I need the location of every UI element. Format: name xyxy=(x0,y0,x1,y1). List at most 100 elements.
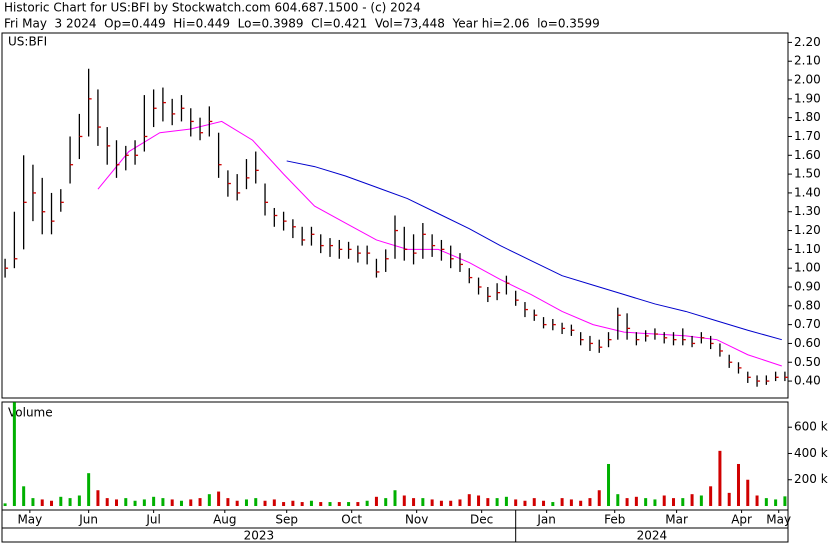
volume-bar xyxy=(124,498,128,506)
volume-bar xyxy=(709,486,713,506)
volume-bar xyxy=(514,499,518,506)
y-tick-label: 1.50 xyxy=(794,167,821,181)
volume-bar xyxy=(40,499,44,506)
volume-bar xyxy=(597,490,601,506)
volume-bar xyxy=(699,495,703,506)
volume-bar xyxy=(486,498,490,506)
volume-bar xyxy=(282,502,286,506)
volume-bar xyxy=(161,498,165,506)
volume-bar xyxy=(77,495,81,506)
x-tick-label: Dec xyxy=(470,513,493,527)
volume-bar xyxy=(22,486,26,506)
volume-bar xyxy=(634,496,638,506)
volume-bar xyxy=(235,500,239,506)
volume-bar xyxy=(560,498,564,506)
volume-bar xyxy=(523,500,527,506)
volume-bar xyxy=(328,502,332,506)
x-tick-label: Apr xyxy=(731,513,752,527)
y-tick-label: 1.10 xyxy=(794,242,821,256)
y-tick-label: 2.10 xyxy=(794,54,821,68)
volume-bar xyxy=(365,500,369,506)
volume-tick-label: 600 k xyxy=(794,420,828,434)
volume-bar xyxy=(467,494,471,506)
moving-average xyxy=(286,160,782,341)
volume-bar xyxy=(179,500,183,506)
volume-bar xyxy=(672,498,676,506)
y-tick-label: 1.30 xyxy=(794,204,821,218)
volume-bar xyxy=(152,496,156,506)
volume-bar xyxy=(532,498,536,506)
volume-bar xyxy=(87,473,91,506)
y-tick-label: 0.50 xyxy=(794,355,821,369)
volume-bar xyxy=(783,496,787,506)
volume-bar xyxy=(393,490,397,506)
x-tick-label: May xyxy=(766,513,791,527)
volume-bar xyxy=(718,450,722,506)
volume-bar xyxy=(421,498,425,506)
x-tick-label: Jul xyxy=(145,513,160,527)
volume-bar xyxy=(105,498,109,506)
x-tick-label: Oct xyxy=(341,513,362,527)
volume-bar xyxy=(746,479,750,506)
volume-bar xyxy=(114,499,118,506)
volume-bar xyxy=(764,498,768,506)
volume-bar xyxy=(68,498,72,506)
header-line2: Fri May 3 2024 Op=0.449 Hi=0.449 Lo=0.39… xyxy=(4,17,600,31)
volume-bar xyxy=(495,498,499,506)
volume-bar xyxy=(430,499,434,506)
volume-bar xyxy=(551,502,555,506)
volume-bar xyxy=(569,499,573,506)
volume-bar xyxy=(477,495,481,506)
y-tick-label: 1.90 xyxy=(794,91,821,105)
volume-bar xyxy=(217,491,221,506)
volume-bar xyxy=(607,463,611,506)
volume-bar xyxy=(3,503,7,506)
volume-bar xyxy=(254,498,258,506)
y-tick-label: 1.80 xyxy=(794,110,821,124)
volume-bar xyxy=(402,495,406,506)
volume-bar xyxy=(458,499,462,506)
volume-bar xyxy=(616,494,620,506)
volume-bar xyxy=(337,502,341,506)
volume-bar xyxy=(439,500,443,506)
volume-bar xyxy=(319,502,323,506)
volume-bar xyxy=(263,500,267,506)
volume-bar xyxy=(207,494,211,506)
volume-bar xyxy=(690,494,694,506)
volume-tick-label: 200 k xyxy=(794,472,828,486)
volume-bar xyxy=(755,495,759,506)
header-line1: Historic Chart for US:BFI by Stockwatch.… xyxy=(4,1,421,15)
volume-bar xyxy=(189,499,193,506)
y-tick-label: 1.60 xyxy=(794,148,821,162)
y-tick-label: 1.20 xyxy=(794,223,821,237)
x-tick-label: Jan xyxy=(536,513,556,527)
volume-bar xyxy=(681,498,685,506)
volume-bar xyxy=(774,499,778,506)
volume-bar xyxy=(542,500,546,506)
price-panel xyxy=(1,32,789,399)
volume-bar xyxy=(384,498,388,506)
volume-title: Volume xyxy=(8,406,53,420)
y-tick-label: 0.60 xyxy=(794,336,821,350)
volume-bar xyxy=(653,499,657,506)
x-tick-label: Sep xyxy=(275,513,298,527)
y-tick-label: 0.40 xyxy=(794,374,821,388)
volume-bar xyxy=(736,463,740,506)
volume-bar xyxy=(449,500,453,506)
volume-bar xyxy=(300,502,304,506)
volume-bar xyxy=(309,500,313,506)
volume-bar xyxy=(31,498,35,506)
x-tick-label: Feb xyxy=(604,513,625,527)
volume-bar xyxy=(356,502,360,506)
y-tick-label: 1.00 xyxy=(794,261,821,275)
volume-bar xyxy=(347,502,351,506)
moving-average xyxy=(97,120,782,367)
price-title: US:BFI xyxy=(8,35,47,49)
volume-bar xyxy=(59,496,63,506)
volume-bar xyxy=(662,495,666,506)
volume-bar xyxy=(96,490,100,506)
y-tick-label: 2.00 xyxy=(794,73,821,87)
year-label: 2024 xyxy=(637,529,668,543)
volume-bar xyxy=(412,498,416,506)
